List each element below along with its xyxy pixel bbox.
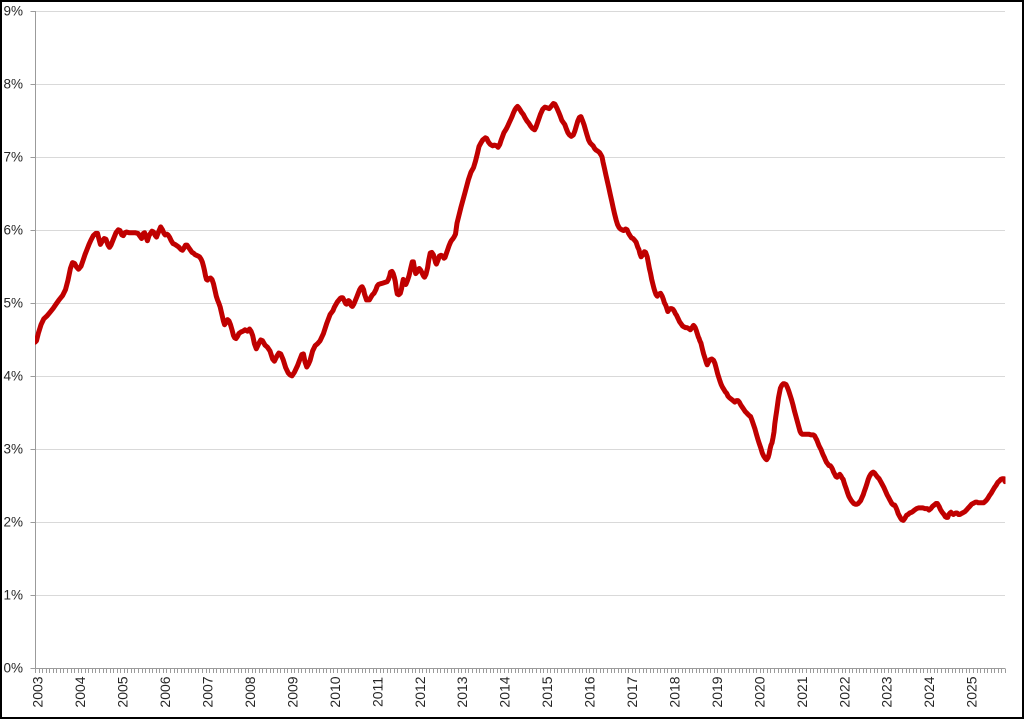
svg-text:2015: 2015 bbox=[539, 676, 555, 707]
svg-text:2004: 2004 bbox=[72, 676, 88, 707]
svg-text:2022: 2022 bbox=[836, 676, 852, 707]
svg-text:3%: 3% bbox=[3, 442, 23, 457]
svg-text:4%: 4% bbox=[3, 369, 23, 384]
svg-text:2009: 2009 bbox=[284, 676, 300, 707]
svg-text:2013: 2013 bbox=[454, 676, 470, 707]
svg-text:2014: 2014 bbox=[497, 676, 513, 707]
svg-text:2016: 2016 bbox=[582, 676, 598, 707]
svg-text:2007: 2007 bbox=[200, 676, 216, 707]
svg-text:2010: 2010 bbox=[327, 676, 343, 707]
svg-text:2012: 2012 bbox=[412, 676, 428, 707]
svg-text:8%: 8% bbox=[3, 77, 23, 92]
svg-text:1%: 1% bbox=[3, 588, 23, 603]
svg-text:2018: 2018 bbox=[667, 676, 683, 707]
svg-text:6%: 6% bbox=[3, 223, 23, 238]
svg-text:0%: 0% bbox=[3, 661, 23, 676]
svg-text:2019: 2019 bbox=[709, 676, 725, 707]
svg-text:2024: 2024 bbox=[921, 676, 937, 707]
svg-text:2023: 2023 bbox=[879, 676, 895, 707]
svg-text:2008: 2008 bbox=[242, 676, 258, 707]
svg-text:9%: 9% bbox=[3, 4, 23, 19]
svg-text:2017: 2017 bbox=[624, 676, 640, 707]
svg-text:2025: 2025 bbox=[964, 676, 980, 707]
svg-text:2003: 2003 bbox=[30, 676, 46, 707]
svg-text:2011: 2011 bbox=[369, 677, 385, 707]
svg-text:2020: 2020 bbox=[751, 676, 767, 707]
svg-text:2%: 2% bbox=[3, 515, 23, 530]
svg-text:2005: 2005 bbox=[115, 676, 131, 707]
svg-text:5%: 5% bbox=[3, 296, 23, 311]
svg-text:7%: 7% bbox=[3, 150, 23, 165]
svg-text:2006: 2006 bbox=[157, 676, 173, 707]
svg-text:2021: 2021 bbox=[794, 676, 810, 707]
